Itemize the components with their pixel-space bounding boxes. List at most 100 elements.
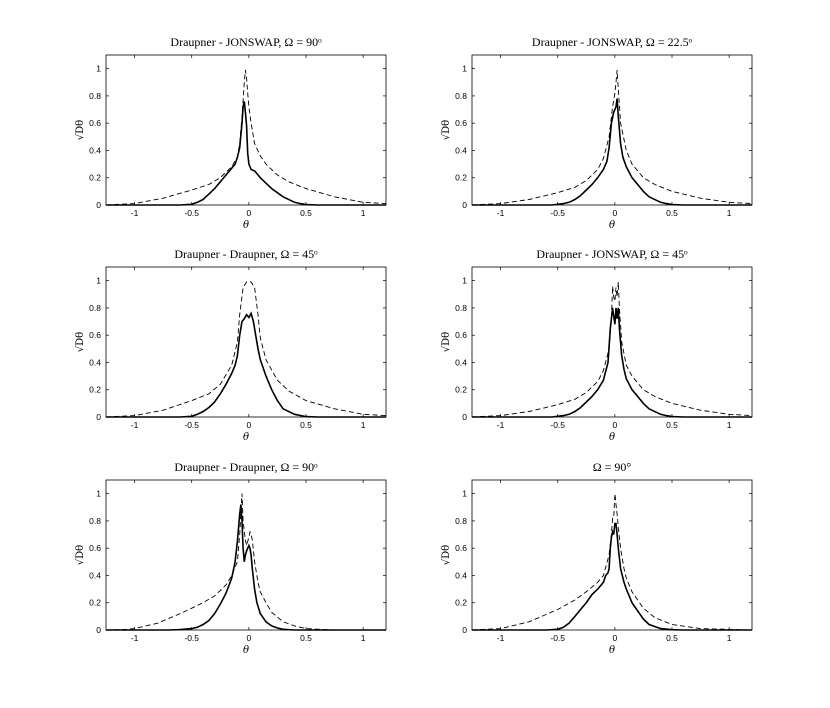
- y-axis-label: √Dθ: [75, 545, 86, 565]
- chart-panel: Draupner - Draupner, Ω = 90ᵒ -1 -0.5 0 0.5 1 0…: [75, 460, 387, 656]
- x-axis-label: θ: [609, 432, 615, 443]
- plot-frame: [105, 266, 387, 418]
- x-tick-label: 0.5: [300, 633, 312, 643]
- x-tick-label: -0.5: [550, 633, 565, 643]
- y-tick-label: 0.6: [89, 330, 101, 340]
- series-line-solid: [472, 98, 752, 206]
- series-line-dashed: [471, 493, 753, 631]
- y-tick-label: 0.8: [89, 303, 101, 313]
- y-tick-label: 0.2: [455, 385, 467, 395]
- y-tick-label: 1: [96, 64, 101, 74]
- chart-title: Ω = 90°: [593, 460, 632, 474]
- x-axis-label: θ: [609, 220, 615, 231]
- y-tick-label: 1: [462, 64, 467, 74]
- x-tick-label: 0.5: [300, 208, 312, 218]
- chart-panel: Ω = 90° -1 -0.5 0 0.5 1 0 0.2 0.4 0.6 0.8 1 θ √Dθ: [441, 460, 753, 656]
- y-tick-label: 0.6: [455, 543, 467, 553]
- x-tick-label: -0.5: [184, 633, 199, 643]
- y-tick-label: 0: [96, 625, 101, 635]
- y-tick-label: 1: [462, 489, 467, 499]
- y-tick-label: 0.6: [89, 543, 101, 553]
- x-tick-label: 1: [361, 633, 366, 643]
- chart-panel: Draupner - JONSWAP, Ω = 90ᵒ -1 -0.5 0 0.5 1 0 0…: [75, 35, 387, 231]
- y-tick-label: 0.4: [455, 570, 467, 580]
- y-axis-label: √Dθ: [75, 120, 86, 140]
- y-axis-label: √Dθ: [441, 332, 452, 352]
- series-line-solid: [106, 101, 386, 206]
- y-axis-label: √Dθ: [441, 120, 452, 140]
- y-tick-label: 0.2: [89, 385, 101, 395]
- y-tick-label: 0.6: [89, 118, 101, 128]
- x-tick-label: 0: [246, 633, 251, 643]
- series-line-dashed: [105, 493, 386, 631]
- chart-panel: Draupner - Draupner, Ω = 45ᵒ -1 -0.5 0 0.5 1 0…: [75, 247, 387, 443]
- x-tick-label: -0.5: [550, 420, 565, 430]
- series-line-dashed: [105, 69, 387, 206]
- y-tick-label: 1: [96, 276, 101, 286]
- y-tick-label: 0.8: [455, 516, 467, 526]
- y-axis-label: √Dθ: [441, 545, 452, 565]
- y-tick-label: 0.4: [89, 145, 101, 155]
- x-tick-label: 0: [612, 420, 617, 430]
- chart-title: Draupner - JONSWAP, Ω = 22.5ᵒ: [532, 35, 693, 49]
- plot-frame: [471, 54, 753, 206]
- plot-frame: [471, 266, 753, 418]
- x-axis-label: θ: [609, 645, 615, 656]
- x-tick-label: -1: [131, 208, 139, 218]
- chart-title: Draupner - Draupner, Ω = 90ᵒ: [174, 460, 318, 474]
- y-tick-label: 0: [462, 625, 467, 635]
- x-tick-label: -1: [131, 420, 139, 430]
- plot-frame: [471, 479, 753, 631]
- y-tick-label: 0: [96, 200, 101, 210]
- y-tick-label: 1: [96, 489, 101, 499]
- y-tick-label: 0.8: [89, 91, 101, 101]
- y-tick-label: 0.4: [89, 357, 101, 367]
- x-tick-label: -1: [497, 420, 505, 430]
- series-line-solid: [472, 307, 752, 418]
- x-tick-label: 1: [361, 208, 366, 218]
- y-tick-label: 0.2: [89, 173, 101, 183]
- chart-title: Draupner - JONSWAP, Ω = 45ᵒ: [536, 247, 688, 261]
- x-tick-label: 0.5: [300, 420, 312, 430]
- x-axis-label: θ: [243, 645, 249, 656]
- chart-title: Draupner - JONSWAP, Ω = 90ᵒ: [170, 35, 322, 49]
- y-tick-label: 1: [462, 276, 467, 286]
- chart-title: Draupner - Draupner, Ω = 45ᵒ: [174, 247, 318, 261]
- chart-panel: Draupner - JONSWAP, Ω = 45ᵒ -1 -0.5 0 0.5 1 0 0…: [441, 247, 753, 443]
- y-tick-label: 0: [96, 412, 101, 422]
- x-tick-label: 1: [727, 420, 732, 430]
- y-tick-label: 0: [462, 412, 467, 422]
- series-line-solid: [472, 522, 752, 631]
- y-axis-label: √Dθ: [75, 332, 86, 352]
- x-tick-label: -1: [497, 633, 505, 643]
- x-axis-label: θ: [243, 432, 249, 443]
- x-tick-label: 0.5: [666, 633, 678, 643]
- x-tick-label: 1: [727, 633, 732, 643]
- series-line-solid: [106, 311, 386, 418]
- series-line-solid: [106, 504, 386, 631]
- x-tick-label: 0: [246, 420, 251, 430]
- y-tick-label: 0.6: [455, 118, 467, 128]
- x-tick-label: 1: [361, 420, 366, 430]
- y-tick-label: 0.4: [89, 570, 101, 580]
- y-tick-label: 0.8: [89, 516, 101, 526]
- y-tick-label: 0.2: [89, 598, 101, 608]
- series-line-dashed: [105, 281, 387, 418]
- x-tick-label: 0.5: [666, 208, 678, 218]
- x-tick-label: -1: [131, 633, 139, 643]
- x-tick-label: -1: [497, 208, 505, 218]
- x-tick-label: 0: [246, 208, 251, 218]
- series-line-dashed: [471, 281, 753, 418]
- x-tick-label: 1: [727, 208, 732, 218]
- x-tick-label: -0.5: [184, 208, 199, 218]
- series-line-dashed: [471, 69, 753, 206]
- y-tick-label: 0: [462, 200, 467, 210]
- y-tick-label: 0.2: [455, 173, 467, 183]
- chart-panel: Draupner - JONSWAP, Ω = 22.5ᵒ -1 -0.5 0 0.5 1…: [441, 35, 753, 231]
- x-tick-label: 0: [612, 208, 617, 218]
- x-tick-label: -0.5: [550, 208, 565, 218]
- y-tick-label: 0.4: [455, 145, 467, 155]
- x-tick-label: -0.5: [184, 420, 199, 430]
- x-tick-label: 0: [612, 633, 617, 643]
